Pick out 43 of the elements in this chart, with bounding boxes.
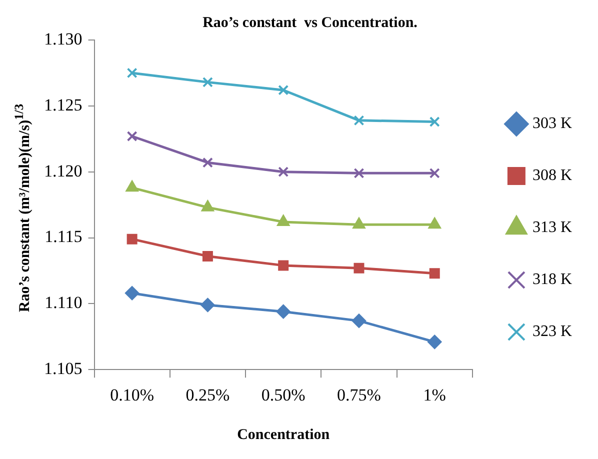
y-tick-label: 1.110: [44, 293, 82, 312]
point: [352, 218, 366, 229]
point: [200, 298, 215, 312]
point: [354, 168, 364, 178]
y-tick-label: 1.130: [44, 29, 82, 48]
point: [428, 218, 441, 229]
y-tick-label: 1.120: [44, 161, 82, 180]
point: [429, 268, 440, 279]
point: [277, 214, 290, 226]
point: [202, 250, 213, 262]
point: [126, 180, 138, 192]
legend-label: 318 K: [532, 271, 572, 288]
chart-title: Rao’s constant vs Concentration.: [202, 14, 418, 31]
point: [278, 260, 289, 271]
point: [278, 166, 289, 178]
x-tick-label: 0.75%: [337, 385, 381, 404]
y-tick-label: 1.115: [44, 227, 82, 246]
legend-label: 313 K: [532, 219, 572, 236]
point: [278, 84, 289, 96]
point: [428, 334, 442, 349]
legend-label: 308 K: [532, 167, 572, 184]
point: [126, 234, 138, 244]
x-tick-label: 0.10%: [110, 385, 154, 404]
point: [202, 157, 213, 168]
legend-label: 323 K: [532, 323, 572, 340]
point: [352, 314, 366, 328]
x-tick-label: 0.50%: [261, 385, 306, 404]
point: [126, 131, 138, 142]
point: [429, 116, 440, 127]
legend-label: 303 K: [532, 115, 572, 132]
x-tick-label: 1%: [423, 385, 446, 404]
x-tick-label: 0.25%: [186, 385, 230, 404]
point: [125, 286, 140, 300]
point: [202, 76, 213, 88]
point: [354, 262, 364, 274]
point: [202, 200, 214, 212]
y-tick-label: 1.105: [44, 359, 82, 378]
point: [429, 168, 440, 178]
point: [126, 68, 138, 78]
point: [354, 115, 364, 126]
x-axis-title: Concentration: [237, 426, 330, 443]
y-tick-label: 1.125: [44, 95, 82, 114]
point: [276, 304, 290, 319]
